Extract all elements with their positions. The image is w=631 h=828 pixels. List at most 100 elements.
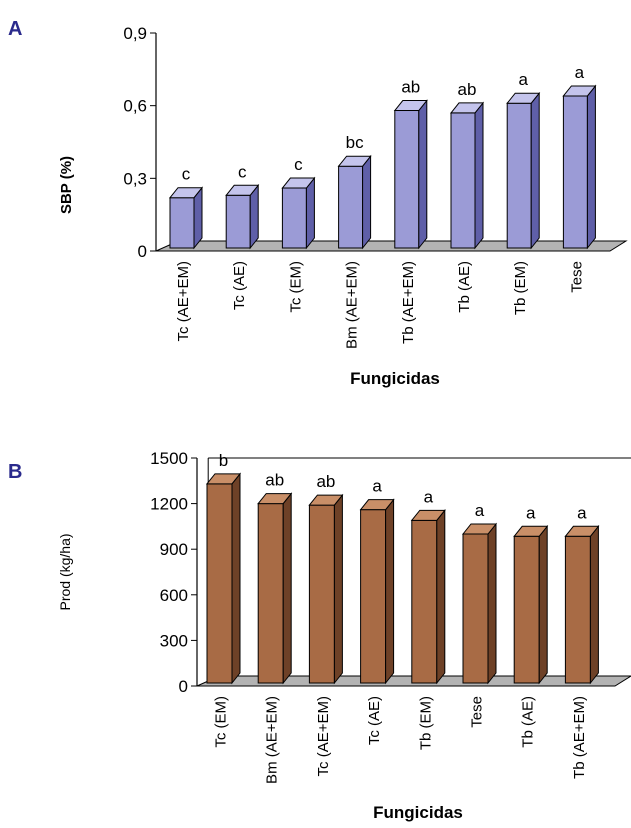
panel-a-bar-top [168, 187, 204, 199]
panel-b-y-axis-title: Prod (kg/ha) [57, 533, 73, 610]
panel-b-category-label: Tb (AE+EM) [571, 696, 588, 779]
panel-a-bar-side [586, 84, 596, 250]
panel-b-data-label: b [219, 451, 228, 470]
panel-a-bar-top [562, 85, 597, 97]
panel-a-data-label: a [575, 63, 585, 82]
panel-b-bar-top [513, 525, 549, 537]
panel-b-y-tick-label: 300 [160, 631, 188, 650]
panel-a-data-label: c [294, 155, 303, 174]
panel-a-category-label: Tese [568, 261, 585, 293]
panel-a-bar [225, 183, 260, 250]
panel-b-category-label: Tc (EM) [213, 696, 230, 748]
panel-a-bar-side [418, 99, 428, 250]
panel-a-y-tick-label: 0,9 [123, 24, 147, 43]
panel-b-bar-side [538, 524, 548, 685]
panel-a-bar [337, 154, 372, 250]
panel-a-bar-front [562, 95, 588, 249]
panel-b-y-tick-label: 900 [160, 540, 188, 559]
panel-b-bar-side [589, 524, 599, 685]
panel-b-bar [308, 493, 344, 685]
panel-a-bar-top [449, 102, 485, 114]
panel-b-category-label: Tc (AE) [366, 696, 383, 745]
panel-a-category-label: Tb (AE+EM) [400, 261, 417, 344]
panel-b-data-label: a [475, 501, 485, 520]
panel-a-category-label: Tc (AE+EM) [175, 261, 192, 341]
panel-a: A SBP (%) Fungicidas 0 0,3 0,6 0,9 c Tc (AE+E… [8, 18, 628, 388]
panel-b-bar-front [257, 503, 284, 684]
panel-a-bar-front [281, 187, 307, 249]
panel-a-data-label: bc [346, 133, 364, 152]
panel-a-data-label: a [518, 70, 528, 89]
panel-a-data-label: ab [458, 80, 477, 99]
panel-a-bar-top [393, 100, 428, 112]
panel-b-category-label: Tb (EM) [417, 696, 434, 750]
panel-a-data-label: c [182, 165, 191, 184]
panel-a-category-label: Tc (AE) [231, 261, 248, 310]
panel-b-bar-front [411, 519, 438, 684]
panel-a-data-label: c [238, 162, 247, 181]
panel-b-bar [410, 508, 446, 685]
panel-b-bar [461, 522, 498, 685]
panel-a-bar-front [225, 194, 251, 249]
panel-a-bar-top [225, 184, 260, 196]
panel-a-bar-front [338, 165, 364, 249]
panel-a-bar [281, 176, 316, 250]
panel-b-data-label: ab [316, 472, 335, 491]
panel-b-bar-side [333, 493, 343, 685]
panel-a-bar-side [249, 183, 259, 250]
panel-b-bar-top [359, 499, 395, 511]
panel-a-bar-side [530, 91, 540, 250]
panel-b-bar-side [385, 498, 395, 685]
panel-b-bar-top [564, 525, 600, 537]
panel-a-bar-front [450, 112, 476, 249]
panel-b-bar-side [282, 492, 292, 685]
panel-a-category-label: Bm (AE+EM) [344, 261, 361, 349]
panel-a-bar-front [394, 110, 420, 249]
panel-b-data-label: ab [265, 471, 284, 490]
panel-b-bar-top [461, 523, 498, 535]
panel-a-bar [393, 99, 428, 250]
panel-a-letter: A [8, 18, 22, 40]
panel-a-category-label: Tc (EM) [287, 261, 304, 313]
panel-b-bar-front [360, 509, 387, 684]
panel-b-category-label: Tb (AE) [520, 696, 537, 748]
panel-a-category-label: Tb (EM) [512, 261, 529, 315]
panel-b-bar [205, 472, 242, 685]
panel-a-bar-top [337, 155, 372, 167]
panel-b-bar-top [308, 494, 344, 506]
panel-b-y-tick-label: 600 [160, 586, 188, 605]
panel-a-bar-side [305, 176, 315, 250]
panel-b-bar [359, 498, 395, 685]
panel-a-bar [562, 84, 597, 250]
panel-b-bar-side [231, 472, 241, 685]
panel-a-bar-side [362, 154, 372, 250]
panel-b-bar [564, 524, 600, 685]
panel-a-y-tick-label: 0,6 [123, 97, 147, 116]
panel-b-y-tick-label: 1200 [150, 495, 188, 514]
panel-a-bar [506, 91, 541, 250]
panel-b-bar-front [462, 533, 489, 684]
panel-b-data-label: a [526, 503, 536, 522]
panel-b-data-label: a [372, 477, 382, 496]
panel-a-bar-top [281, 177, 316, 189]
panel-a-marks: 0 0,3 0,6 0,9 c Tc (AE+EM) c Tc (AE) c Tc (EM) bc B… [123, 24, 628, 349]
panel-b-category-label: Tc (AE+EM) [315, 696, 332, 776]
panel-a-x-axis-title: Fungicidas [350, 369, 440, 388]
panel-b-bar [513, 524, 549, 685]
panel-a-bar [449, 101, 485, 250]
panel-b-bar-side [436, 508, 446, 685]
panel-a-data-label: ab [401, 78, 420, 97]
panel-b-y-tick-label: 1500 [150, 449, 188, 468]
panel-a-bar [168, 186, 204, 250]
panel-b-bar [257, 492, 293, 685]
panel-b-bar-front [564, 535, 591, 684]
panel-b-bar-top [205, 473, 242, 485]
panel-b-category-label: Tese [469, 696, 486, 728]
panel-b-data-label: a [577, 503, 587, 522]
panel-b-bar-front [308, 504, 335, 684]
panel-b-bar-top [410, 509, 446, 521]
panel-b-bar-top [257, 493, 293, 505]
panel-a-bar-top [506, 92, 541, 104]
panel-b-bar-side [487, 522, 497, 685]
